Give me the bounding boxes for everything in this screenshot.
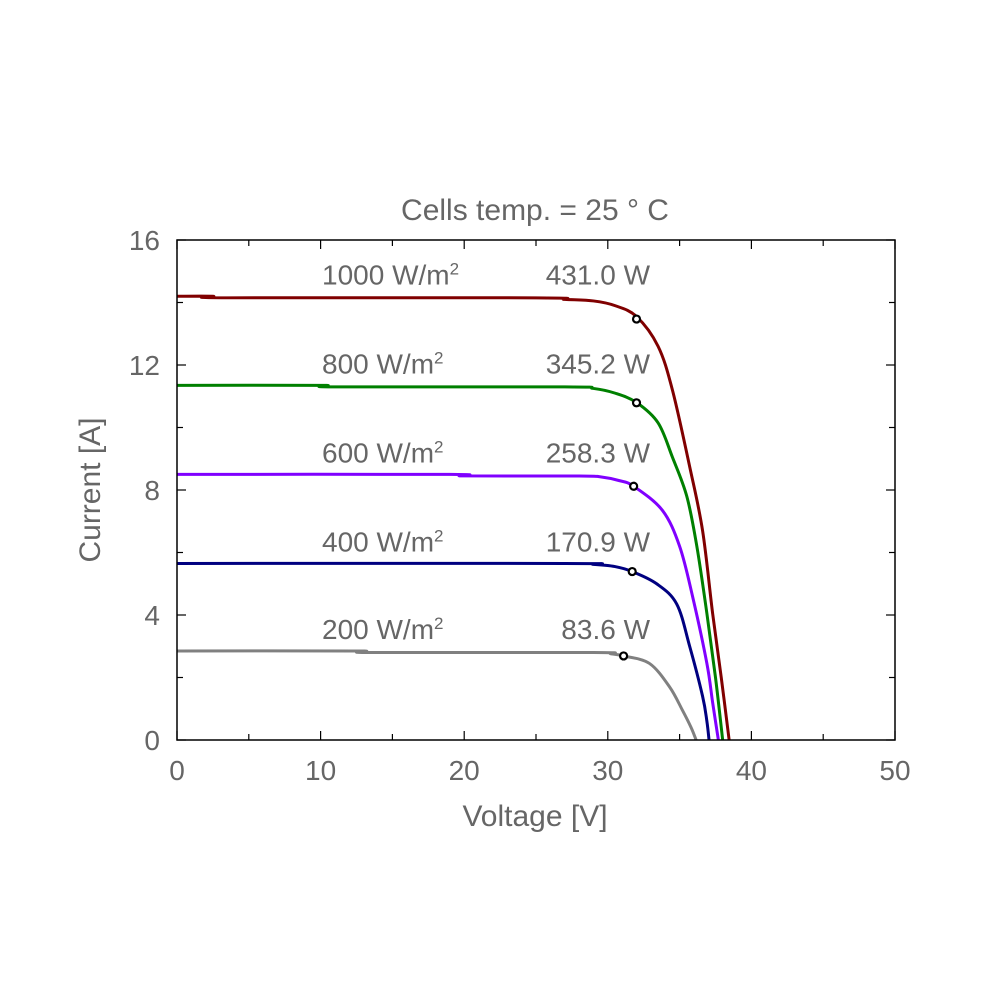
series-1000: 1000 W/m2 431.0 W xyxy=(176,259,731,741)
y-tick-label: 0 xyxy=(144,725,160,756)
power-label: 83.6 W xyxy=(561,614,650,645)
irradiance-text: 800 W/m xyxy=(322,348,434,379)
chart-title: Cells temp. = 25 ° C xyxy=(401,194,669,227)
series-200: 200 W/m2 83.6 W xyxy=(176,614,698,741)
axis-ticks: 0 10 20 30 40 50 0 4 8 12 16 xyxy=(129,225,911,786)
superscript-2: 2 xyxy=(450,259,459,278)
x-tick-label: 40 xyxy=(736,755,767,786)
power-label: 345.2 W xyxy=(546,348,651,379)
power-label: 258.3 W xyxy=(546,437,651,468)
superscript-2: 2 xyxy=(434,437,443,456)
irradiance-text: 200 W/m xyxy=(322,614,434,645)
x-tick-label: 0 xyxy=(169,755,185,786)
y-tick-label: 12 xyxy=(129,350,160,381)
superscript-2: 2 xyxy=(434,614,443,633)
x-tick-label: 50 xyxy=(879,755,910,786)
series-400: 400 W/m2 170.9 W xyxy=(176,526,711,741)
series-600: 600 W/m2 258.3 W xyxy=(176,437,720,741)
irradiance-label: 800 W/m2 xyxy=(322,348,444,379)
x-tick-label: 30 xyxy=(592,755,623,786)
irradiance-label: 600 W/m2 xyxy=(322,437,444,468)
series-line xyxy=(176,294,731,741)
plot-frame xyxy=(176,239,896,741)
mpp-marker xyxy=(627,566,637,577)
irradiance-label: 1000 W/m2 xyxy=(322,259,459,290)
power-label: 170.9 W xyxy=(546,526,651,557)
series-line xyxy=(176,649,698,741)
mpp-marker xyxy=(618,651,629,661)
irradiance-label: 200 W/m2 xyxy=(322,614,444,645)
mpp-marker xyxy=(631,398,642,408)
y-tick-label: 4 xyxy=(144,600,160,631)
irradiance-text: 600 W/m xyxy=(322,437,434,468)
y-tick-label: 8 xyxy=(144,475,160,506)
irradiance-label: 400 W/m2 xyxy=(322,526,444,557)
x-tick-label: 20 xyxy=(449,755,480,786)
series-800: 800 W/m2 345.2 W xyxy=(176,348,725,741)
irradiance-text: 400 W/m xyxy=(322,526,434,557)
mpp-marker xyxy=(629,481,639,491)
irradiance-text: 1000 W/m xyxy=(322,259,450,290)
x-axis-label: Voltage [V] xyxy=(462,800,607,833)
y-tick-label: 16 xyxy=(129,225,160,256)
mpp-marker xyxy=(631,314,642,324)
y-axis-label: Current [A] xyxy=(74,417,107,562)
x-tick-label: 10 xyxy=(305,755,336,786)
superscript-2: 2 xyxy=(434,348,443,367)
superscript-2: 2 xyxy=(434,526,443,545)
power-label: 431.0 W xyxy=(546,259,651,290)
series-line xyxy=(176,472,720,741)
